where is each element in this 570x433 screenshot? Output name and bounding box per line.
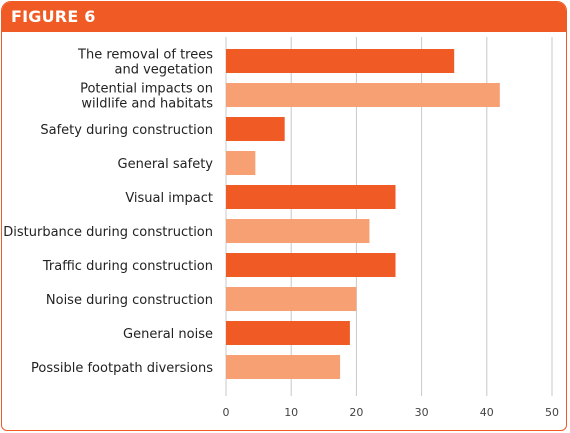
x-tick-label: 20: [349, 406, 363, 419]
category-label: Traffic during construction: [42, 259, 213, 274]
figure-title: FIGURE 6: [11, 7, 96, 26]
category-label: Possible footpath diversions: [31, 361, 213, 376]
bar: [226, 253, 396, 277]
category-label: General noise: [123, 327, 213, 342]
x-tick-label: 40: [480, 406, 494, 419]
x-tick-label: 50: [545, 406, 559, 419]
category-label: General safety: [118, 157, 214, 172]
figure-header: FIGURE 6: [2, 2, 566, 32]
x-tick-label: 30: [415, 406, 429, 419]
bar: [226, 83, 500, 107]
bar: [226, 117, 285, 141]
category-label: Visual impact: [125, 191, 213, 206]
category-label: Disturbance during construction: [3, 225, 213, 240]
x-tick-label: 10: [284, 406, 298, 419]
bar: [226, 185, 396, 209]
bar: [226, 321, 350, 345]
category-label: Potential impacts on wildlife and habitat…: [80, 82, 213, 112]
bar: [226, 355, 341, 379]
category-label: The removal of trees and vegetation: [77, 48, 213, 78]
category-label: Noise during construction: [46, 293, 213, 308]
bar: [226, 219, 370, 243]
bar: [226, 49, 455, 73]
x-tick-label: 0: [223, 406, 230, 419]
bar: [226, 287, 357, 311]
bar: [226, 151, 256, 175]
category-label: Safety during construction: [40, 123, 213, 138]
